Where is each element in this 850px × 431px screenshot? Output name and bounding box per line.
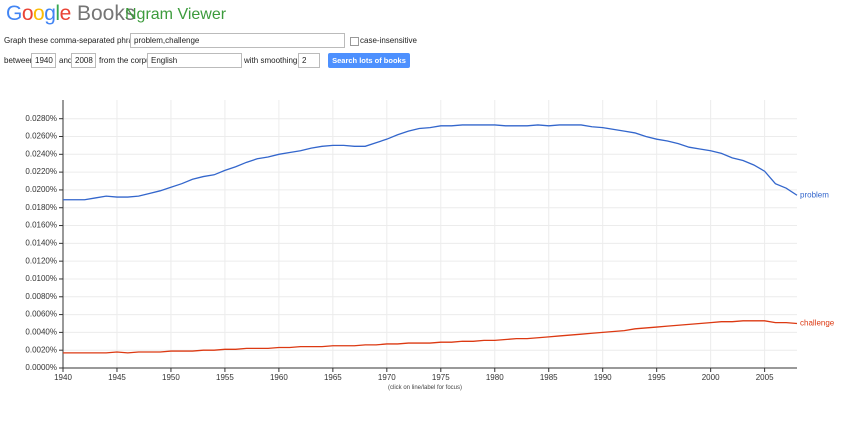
search-button[interactable]: Search lots of books [328,53,410,68]
x-tick-label: 1975 [432,373,450,382]
app-title: Ngram Viewer [125,6,227,23]
x-tick-label: 1955 [216,373,234,382]
x-tick-label: 1985 [540,373,558,382]
smoothing-label: with smoothing of [244,56,307,65]
series-label[interactable]: problem [800,190,829,199]
start-year-input[interactable]: 1940 [31,53,56,68]
x-tick-label: 1965 [324,373,342,382]
y-tick-label: 0.0260% [25,132,57,141]
end-year-input[interactable]: 2008 [71,53,96,68]
x-tick-label: 1950 [162,373,180,382]
logo-books: Books [77,2,136,25]
y-tick-label: 0.0160% [25,221,57,230]
y-tick-label: 0.0120% [25,256,57,265]
smoothing-select[interactable]: 2 [298,53,320,68]
series-line [63,124,798,201]
phrases-input[interactable]: problem,challenge [130,33,345,48]
series-line [63,320,798,354]
x-tick-label: 1995 [648,373,666,382]
corpus-select[interactable]: English [147,53,242,68]
corpus-label: from the corpus [99,56,155,65]
x-tick-label: 1960 [270,373,288,382]
y-tick-label: 0.0240% [25,149,57,158]
y-tick-label: 0.0000% [25,363,57,372]
y-tick-label: 0.0060% [25,310,57,319]
y-tick-label: 0.0200% [25,185,57,194]
y-tick-label: 0.0040% [25,327,57,336]
case-checkbox[interactable] [350,37,359,46]
x-tick-label: 1945 [108,373,126,382]
x-tick-label: 2005 [756,373,774,382]
y-tick-label: 0.0140% [25,238,57,247]
y-tick-label: 0.0080% [25,292,57,301]
and-label: and [59,56,73,65]
x-tick-label: 1940 [54,373,72,382]
y-tick-label: 0.0220% [25,167,57,176]
between-label: between [4,56,35,65]
x-tick-label: 1990 [594,373,612,382]
x-tick-label: 2000 [702,373,720,382]
phrases-label: Graph these comma-separated phrases: [4,36,148,45]
x-tick-label: 1970 [378,373,396,382]
y-tick-label: 0.0020% [25,345,57,354]
footer-note: (click on line/label for focus) [387,385,463,391]
y-tick-label: 0.0100% [25,274,57,283]
y-tick-label: 0.0280% [25,114,57,123]
case-label: case-insensitive [360,36,417,45]
logo-google: Google [6,2,71,25]
y-tick-label: 0.0180% [25,203,57,212]
series-label[interactable]: challenge [800,319,835,328]
x-tick-label: 1980 [486,373,504,382]
